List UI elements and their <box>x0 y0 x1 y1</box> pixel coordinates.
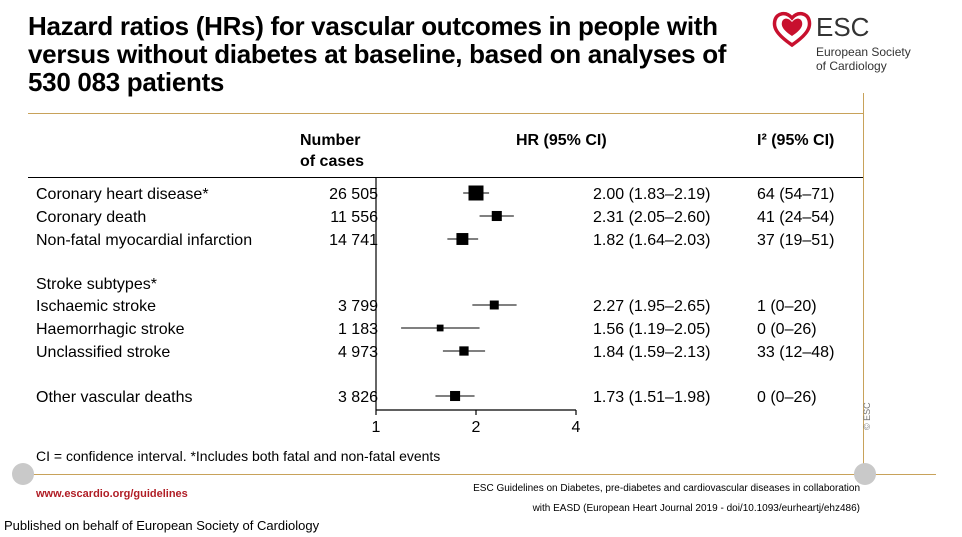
x-tick-label: 1 <box>372 419 381 436</box>
header-cases-line1: Number <box>300 132 361 149</box>
guidelines-link[interactable]: www.escardio.org/guidelines <box>36 488 188 500</box>
right-divider <box>863 93 864 483</box>
hr-marker <box>489 300 499 310</box>
x-tick-label: 4 <box>572 419 581 436</box>
esc-logo: ESC European Society of Cardiology <box>772 8 942 78</box>
right-dot <box>854 463 876 485</box>
hr-marker <box>456 233 469 245</box>
bottom-divider <box>28 474 936 475</box>
row-hr-ci: 1.84 (1.59–2.13) <box>593 344 710 361</box>
row-hr-ci: 1.82 (1.64–2.03) <box>593 232 710 249</box>
header-cases-line2: of cases <box>300 153 365 170</box>
footnote: CI = confidence interval. *Includes both… <box>36 448 441 464</box>
row-cases: 3 799 <box>338 298 378 315</box>
row-hr-ci: 2.27 (1.95–2.65) <box>593 298 710 315</box>
left-dot <box>12 463 34 485</box>
row-cases: 4 973 <box>338 344 378 361</box>
row-label: Coronary death <box>36 209 146 226</box>
published-note: Published on behalf of European Society … <box>4 518 320 533</box>
row-cases: 1 183 <box>338 321 378 338</box>
logo-subtitle: European Society of Cardiology <box>816 45 936 73</box>
row-i2: 0 (0–26) <box>757 321 817 338</box>
copyright: © ESC <box>862 402 872 430</box>
logo-subtitle-line2: of Cardiology <box>816 59 887 73</box>
row-i2: 33 (12–48) <box>757 344 834 361</box>
page-title: Hazard ratios (HRs) for vascular outcome… <box>28 11 727 97</box>
row-label: Ischaemic stroke <box>36 298 156 315</box>
hr-marker <box>491 210 502 222</box>
row-i2: 0 (0–26) <box>757 389 817 406</box>
row-hr-ci: 1.73 (1.51–1.98) <box>593 389 710 406</box>
citation-line2: with EASD (European Heart Journal 2019 -… <box>532 503 860 514</box>
row-cases: 14 741 <box>329 232 378 249</box>
logo-subtitle-line1: European Society <box>816 45 911 59</box>
row-i2: 41 (24–54) <box>757 209 834 226</box>
hr-marker <box>468 185 484 201</box>
row-label: Non-fatal myocardial infarction <box>36 232 252 249</box>
group-label-stroke: Stroke subtypes* <box>36 276 157 293</box>
x-tick-label: 2 <box>472 419 481 436</box>
row-cases: 11 556 <box>330 209 378 226</box>
hr-marker <box>459 346 469 356</box>
row-label: Haemorrhagic stroke <box>36 321 185 338</box>
header-cases: Number of cases <box>300 130 364 172</box>
row-hr-ci: 1.56 (1.19–2.05) <box>593 321 710 338</box>
row-cases: 3 826 <box>338 389 378 406</box>
row-label: Unclassified stroke <box>36 344 170 361</box>
header-divider <box>28 177 863 178</box>
citation: ESC Guidelines on Diabetes, pre-diabetes… <box>340 479 860 519</box>
hr-marker <box>450 390 461 402</box>
row-cases: 26 505 <box>329 186 378 203</box>
row-i2: 1 (0–20) <box>757 298 817 315</box>
row-i2: 64 (54–71) <box>757 186 834 203</box>
row-i2: 37 (19–51) <box>757 232 834 249</box>
header-hr: HR (95% CI) <box>516 132 607 149</box>
logo-name: ESC <box>816 12 870 42</box>
header-i2: I² (95% CI) <box>757 132 835 149</box>
row-label: Coronary heart disease* <box>36 186 209 203</box>
row-label: Other vascular deaths <box>36 389 193 406</box>
top-divider <box>28 113 863 114</box>
heart-logo-icon <box>772 11 812 48</box>
citation-line1: ESC Guidelines on Diabetes, pre-diabetes… <box>473 483 860 494</box>
row-hr-ci: 2.00 (1.83–2.19) <box>593 186 710 203</box>
hr-marker <box>436 324 444 332</box>
row-hr-ci: 2.31 (2.05–2.60) <box>593 209 710 226</box>
